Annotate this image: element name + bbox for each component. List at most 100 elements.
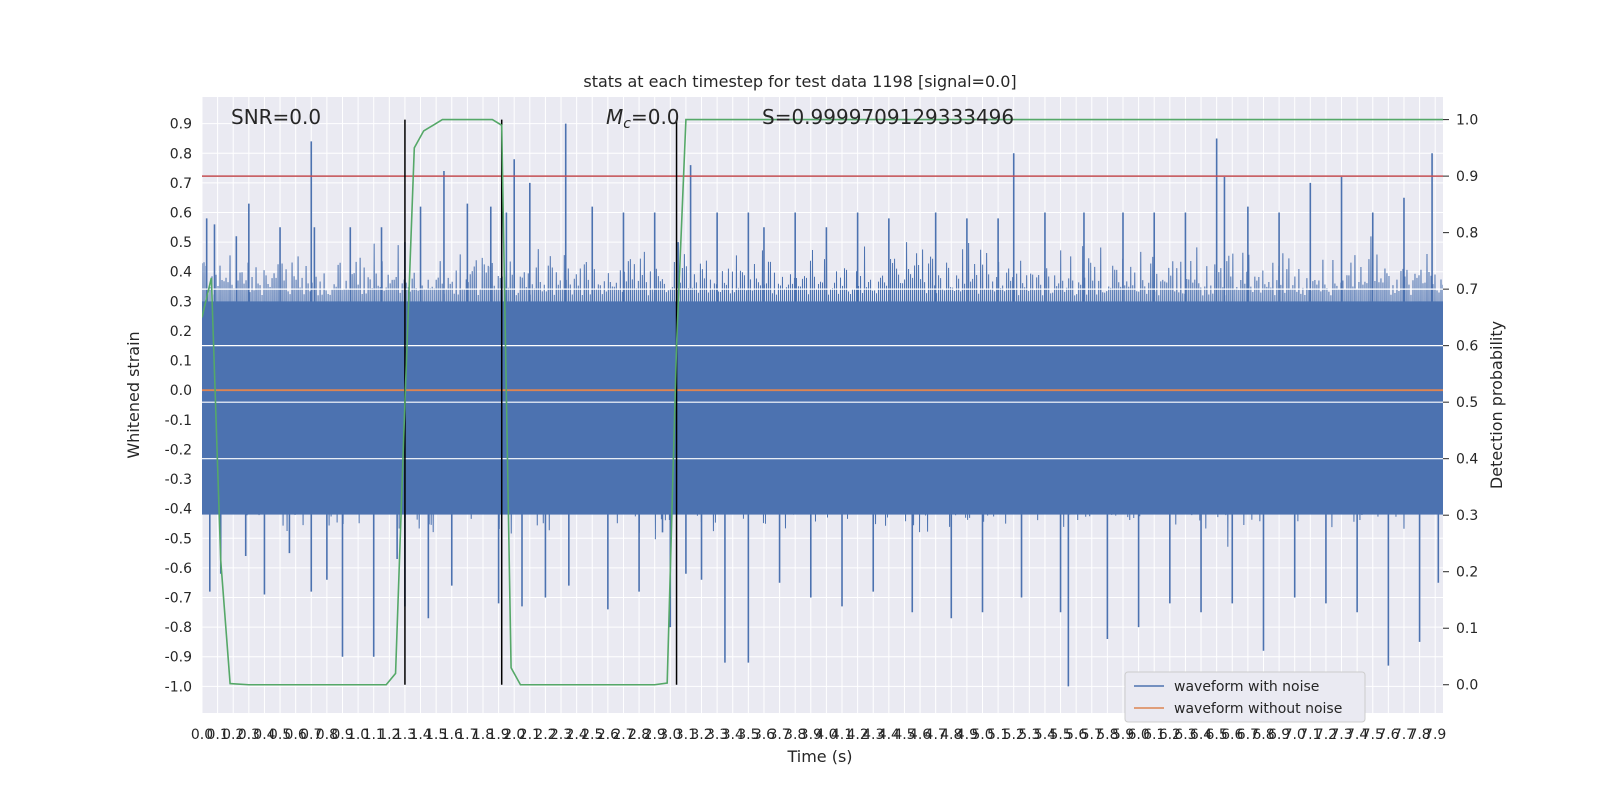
y2-tick-label: 0.3: [1456, 508, 1478, 524]
x-tick-label: 5.6: [1065, 727, 1087, 743]
y2-tick-label: 0.5: [1456, 395, 1478, 411]
y-tick-label: -0.2: [165, 442, 192, 458]
x-tick-label: 6.6: [1221, 727, 1243, 743]
x-tick-label: 0.5: [269, 727, 291, 743]
s-annotation: S=0.9999709129333496: [762, 105, 1014, 129]
x-tick-label: 0.4: [253, 727, 275, 743]
x-tick-label: 3.9: [800, 727, 822, 743]
x-tick-label: 2.8: [628, 727, 650, 743]
x-tick-label: 2.1: [519, 727, 541, 743]
x-tick-label: 7.1: [1299, 727, 1321, 743]
x-tick-label: 6.9: [1268, 727, 1290, 743]
x-tick-label: 5.9: [1112, 727, 1134, 743]
x-tick-label: 4.3: [862, 727, 884, 743]
x-tick-label: 1.3: [394, 727, 416, 743]
mc-value: =0.0: [631, 105, 680, 129]
x-tick-label: 1.2: [378, 727, 400, 743]
snr-annotation: SNR=0.0: [231, 105, 321, 129]
x-tick-label: 4.8: [940, 727, 962, 743]
y-tick-label: 0.7: [170, 176, 192, 192]
mc-annotation: Mc=0.0: [606, 105, 680, 132]
x-tick-label: 6.8: [1252, 727, 1274, 743]
mc-symbol: M: [606, 105, 623, 129]
x-tick-label: 6.5: [1206, 727, 1228, 743]
y-tick-label: 0.9: [170, 117, 192, 133]
x-tick-label: 2.7: [612, 727, 634, 743]
x-tick-label: 0.3: [238, 727, 260, 743]
x-tick-label: 5.8: [1096, 727, 1118, 743]
x-tick-label: 7.4: [1346, 727, 1368, 743]
x-tick-label: 7.0: [1284, 727, 1306, 743]
noise-series: [202, 123, 1443, 687]
legend: waveform with noise waveform without noi…: [1124, 671, 1366, 723]
x-tick-label: 3.3: [706, 727, 728, 743]
x-tick-label: 4.7: [925, 727, 947, 743]
y2-tick-label: 0.7: [1456, 282, 1478, 298]
mc-subscript: c: [623, 116, 631, 132]
x-tick-label: 1.1: [363, 727, 385, 743]
x-tick-label: 3.7: [768, 727, 790, 743]
noise-core: [202, 301, 1443, 515]
x-tick-label: 2.4: [566, 727, 588, 743]
x-tick-label: 5.1: [987, 727, 1009, 743]
x-tick-label: 6.2: [1159, 727, 1181, 743]
x-tick-label: 6.7: [1237, 727, 1259, 743]
x-tick-label: 1.6: [441, 727, 463, 743]
x-tick-label: 2.9: [644, 727, 666, 743]
x-tick-label: 4.2: [846, 727, 868, 743]
x-tick-label: 3.2: [690, 727, 712, 743]
x-tick-label: 0.2: [222, 727, 244, 743]
x-tick-label: 2.3: [550, 727, 572, 743]
y-tick-label: -0.1: [165, 413, 192, 429]
x-tick-label: 5.7: [1081, 727, 1103, 743]
y-tick-label: -0.6: [165, 561, 192, 577]
y2-axis-label: Detection probability: [1487, 321, 1506, 489]
x-tick-label: 4.1: [831, 727, 853, 743]
y-tick-label: 0.0: [170, 383, 192, 399]
x-tick-label: 1.8: [472, 727, 494, 743]
y2-tick-label: 0.0: [1456, 678, 1478, 694]
x-tick-label: 1.4: [409, 727, 431, 743]
x-tick-label: 7.9: [1424, 727, 1446, 743]
x-tick-label: 6.0: [1127, 727, 1149, 743]
x-tick-label: 3.5: [737, 727, 759, 743]
y-tick-label: -1.0: [165, 679, 192, 695]
x-tick-label: 7.3: [1330, 727, 1352, 743]
x-axis-label: Time (s): [786, 747, 852, 766]
x-tick-label: 2.5: [581, 727, 603, 743]
x-tick-label: 0.7: [300, 727, 322, 743]
x-tick-label: 0.8: [316, 727, 338, 743]
y-tick-label: 0.2: [170, 324, 192, 340]
x-tick-label: 1.5: [425, 727, 447, 743]
x-tick-label: 4.0: [815, 727, 837, 743]
x-tick-label: 3.6: [753, 727, 775, 743]
x-tick-label: 0.6: [285, 727, 307, 743]
x-tick-label: 1.7: [456, 727, 478, 743]
x-tick-label: 3.8: [784, 727, 806, 743]
y-tick-label: 0.3: [170, 294, 192, 310]
chart-title: stats at each timestep for test data 119…: [583, 72, 1016, 91]
series-line-probability: [202, 118, 1443, 686]
x-tick-label: 2.6: [597, 727, 619, 743]
y2-tick-label: 1.0: [1456, 113, 1478, 129]
y2-tick-label: 0.8: [1456, 226, 1478, 242]
x-tick-label: 4.9: [956, 727, 978, 743]
x-tick-label: 4.4: [878, 727, 900, 743]
x-tick-label: 0.0: [191, 727, 213, 743]
x-tick-label: 3.4: [722, 727, 744, 743]
y-tick-label: 0.8: [170, 146, 192, 162]
x-tick-label: 0.9: [331, 727, 353, 743]
y2-tick-label: 0.1: [1456, 621, 1478, 637]
x-tick-label: 1.9: [487, 727, 509, 743]
x-tick-label: 2.0: [503, 727, 525, 743]
x-tick-label: 7.5: [1362, 727, 1384, 743]
x-tick-label: 7.6: [1377, 727, 1399, 743]
y-tick-label: 0.5: [170, 235, 192, 251]
x-tick-label: 4.5: [893, 727, 915, 743]
x-tick-label: 7.2: [1315, 727, 1337, 743]
y-axis-right: 0.0 0.1 0.2 0.3 0.4 0.5 0.6 0.7 0.8 0.9 1.0: [1443, 113, 1478, 694]
legend-entry-noise: waveform with noise: [1174, 679, 1319, 695]
x-tick-label: 6.4: [1190, 727, 1212, 743]
x-tick-label: 2.2: [534, 727, 556, 743]
x-tick-label: 0.1: [206, 727, 228, 743]
